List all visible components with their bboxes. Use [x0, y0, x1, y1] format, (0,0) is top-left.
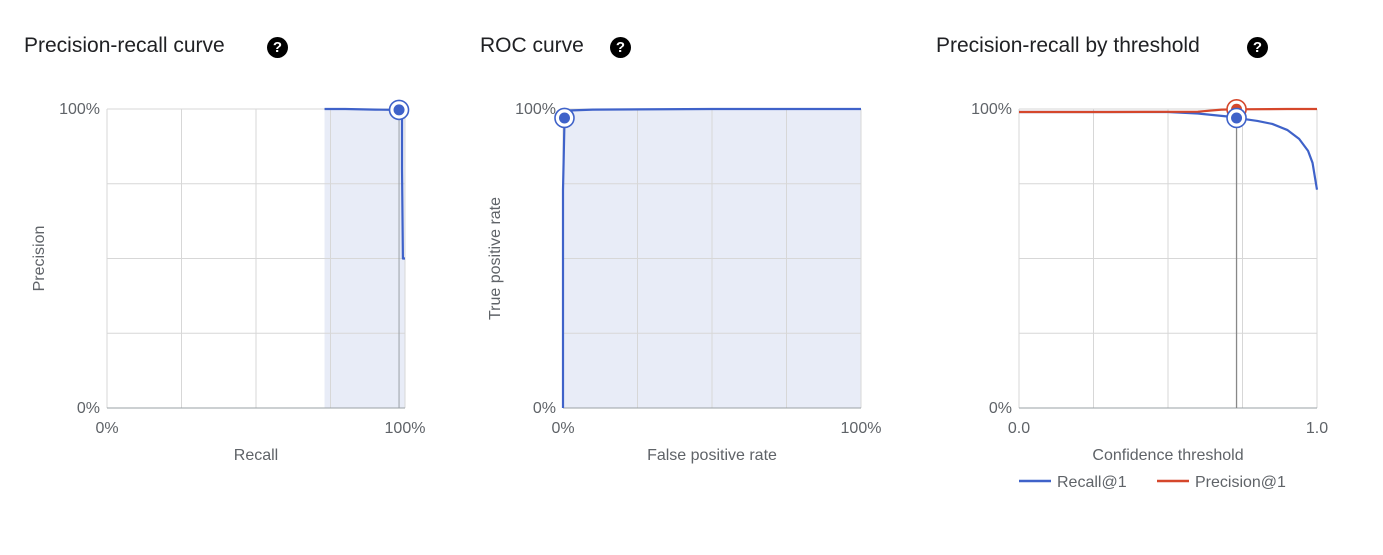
y-tick-label: 0% — [77, 400, 100, 417]
y-tick-label: 100% — [515, 101, 556, 118]
roc-chart: 100% 0% 0% 100% False positive rate True posi… — [487, 101, 882, 464]
legend-label: Precision@1 — [1195, 474, 1286, 491]
x-tick-label: 100% — [841, 420, 882, 437]
x-tick-label: 0.0 — [1008, 420, 1030, 437]
x-tick-label: 100% — [385, 420, 426, 437]
selected-point — [1231, 112, 1243, 124]
x-axis-title: False positive rate — [647, 447, 777, 464]
y-tick-label: 0% — [533, 400, 556, 417]
precision-recall-chart: 100% 0% 0% 100% Recall Precision — [31, 99, 426, 464]
chart-title: Precision-recall curve — [24, 34, 225, 57]
chart-title: ROC curve — [480, 34, 584, 57]
question-circle-icon[interactable]: ? — [267, 37, 288, 58]
x-tick-label: 0% — [551, 420, 574, 437]
legend-label: Recall@1 — [1057, 474, 1127, 491]
y-axis-title: Precision — [31, 226, 48, 292]
y-tick-label: 100% — [971, 101, 1012, 118]
roc-panel: ROC curve ? 100% 0% 0% 100% False positive r… — [456, 0, 896, 555]
selected-point — [393, 104, 405, 116]
y-tick-label: 100% — [59, 101, 100, 118]
y-tick-label: 0% — [989, 400, 1012, 417]
x-tick-label: 1.0 — [1306, 420, 1328, 437]
precision-recall-threshold-panel: Precision-recall by threshold ? 100% 0% 0.… — [912, 0, 1352, 555]
series-line — [1019, 107, 1317, 114]
question-circle-icon[interactable]: ? — [1247, 37, 1268, 58]
x-tick-label: 0% — [95, 420, 118, 437]
x-axis-title: Recall — [234, 447, 278, 464]
precision-recall-panel: Precision-recall curve ? 100% 0% 0% 100% Rec… — [0, 0, 440, 555]
precision-recall-threshold-chart: 100% 0% 0.0 1.0 Confidence threshold Recall@1… — [971, 98, 1328, 491]
y-axis-title: True positive rate — [487, 197, 504, 320]
question-circle-icon[interactable]: ? — [610, 37, 631, 58]
x-axis-title: Confidence threshold — [1092, 447, 1243, 464]
selected-point — [558, 112, 570, 124]
chart-title: Precision-recall by threshold — [936, 34, 1200, 57]
